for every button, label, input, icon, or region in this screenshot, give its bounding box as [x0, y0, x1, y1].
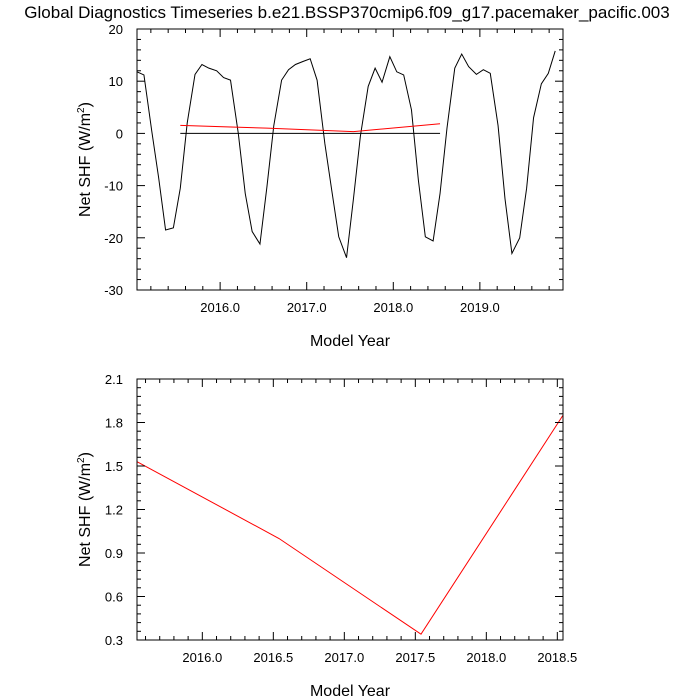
x-axis-label: Model Year — [310, 683, 391, 700]
y-axis-label: Net SHF (W/m2) — [76, 452, 94, 567]
plot-frame — [136, 28, 564, 291]
x-tick-label: 2016.0 — [200, 300, 240, 315]
y-tick-label: 0.6 — [105, 590, 123, 605]
y-tick-label: 10 — [109, 74, 123, 89]
y-tick-label: 0 — [116, 126, 123, 141]
y-tick-label: 1.2 — [105, 503, 123, 518]
x-tick-label: 2016.5 — [253, 650, 293, 665]
x-tick-label: 2019.0 — [460, 300, 500, 315]
y-tick-label: 2.1 — [105, 372, 123, 387]
y-tick-label: 0.9 — [105, 546, 123, 561]
top-timeseries-plot: 2016.0 2017.0 2018.0 2019.0 20 10 0 -10 -20 -30 Mo… — [76, 22, 564, 350]
y-tick-label: 1.5 — [105, 459, 123, 474]
series-line-0 — [136, 50, 556, 258]
y-tick-label: 1.8 — [105, 416, 123, 431]
bottom-annual-mean-plot: 2016.0 2016.5 2017.0 2017.5 2018.0 2018.5 2.1 1… — [76, 372, 577, 700]
x-tick-label: 2018.0 — [466, 650, 506, 665]
y-tick-label: 20 — [109, 22, 123, 37]
plot-frame — [136, 378, 564, 641]
x-tick-label: 2017.0 — [324, 650, 364, 665]
x-tick-label: 2018.0 — [373, 300, 413, 315]
figure-title: Global Diagnostics Timeseries b.e21.BSSP… — [24, 3, 669, 22]
y-tick-label: -10 — [104, 179, 123, 194]
y-axis-label: Net SHF (W/m2) — [76, 102, 94, 217]
x-tick-label: 2017.0 — [287, 300, 327, 315]
series-line-1 — [180, 123, 441, 133]
y-tick-label: -30 — [104, 283, 123, 298]
x-tick-label: 2016.0 — [182, 650, 222, 665]
x-tick-label: 2018.5 — [537, 650, 577, 665]
y-tick-label: 0.3 — [105, 633, 123, 648]
y-tick-label: -20 — [104, 231, 123, 246]
x-tick-label: 2017.5 — [395, 650, 435, 665]
series-line-0 — [136, 414, 564, 635]
x-axis-label: Model Year — [310, 333, 391, 350]
